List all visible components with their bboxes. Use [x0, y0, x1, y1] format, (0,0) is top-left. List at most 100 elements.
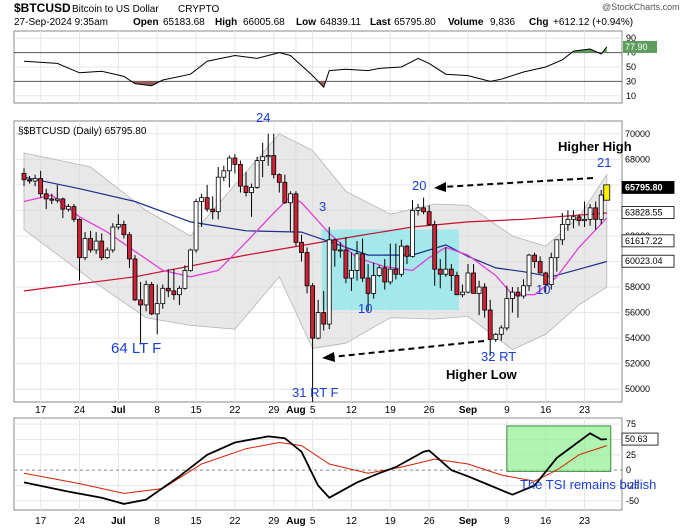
candle-body	[598, 194, 604, 220]
candle-body	[343, 249, 349, 279]
candle-body	[199, 197, 205, 202]
rsi-tick-label: 30	[626, 76, 636, 86]
date-tick-label: Aug	[286, 516, 305, 527]
header-symbol: $BTCUSD	[14, 1, 71, 15]
tsi-tick-label: 75	[626, 419, 636, 429]
price-label-box	[621, 234, 675, 248]
chg-label: Chg	[529, 17, 548, 28]
open-label: Open	[133, 17, 159, 28]
candle-body	[99, 240, 105, 259]
candle-body	[526, 254, 532, 287]
candle-body	[448, 268, 454, 276]
count-3-label: 3	[319, 199, 326, 214]
date-tick-label: 17	[35, 405, 47, 416]
date-tick-label: 29	[268, 405, 280, 416]
price-tick-label: 52000	[625, 359, 650, 369]
candle-body	[121, 224, 127, 236]
candle-body	[193, 201, 199, 251]
candle-body	[243, 185, 249, 193]
candle-body	[426, 211, 432, 225]
candle-body	[249, 187, 254, 193]
main-legend: §$BTCUSD (Daily) 65795.80	[18, 126, 147, 137]
candle-body	[115, 224, 121, 228]
count-20-label: 20	[412, 178, 426, 193]
price-tick-label: 68000	[625, 154, 650, 164]
candle-body	[88, 238, 93, 251]
date-tick-label: 5	[310, 516, 316, 527]
candle-body	[176, 287, 182, 296]
candle-body	[432, 224, 438, 270]
candle-body	[349, 270, 354, 279]
candle-body	[154, 303, 160, 315]
open-value: 65183.68	[163, 17, 205, 28]
candle-body	[493, 333, 499, 340]
chg-value: +612.12 (+0.94%)	[553, 17, 633, 28]
date-tick-label: 16	[540, 405, 552, 416]
candle-body	[532, 254, 537, 262]
date-tick-label: 19	[385, 516, 397, 527]
candle-body	[66, 206, 71, 210]
rsi-indicator	[23, 46, 608, 89]
price-tick-label: 70000	[625, 129, 650, 139]
date-tick-label: 15	[190, 516, 202, 527]
date-tick-label: Sep	[459, 405, 477, 416]
candle-body	[293, 193, 299, 243]
rt-31-label: 31 RT F	[292, 385, 339, 400]
candle-body	[271, 155, 277, 176]
date-tick-label: 15	[190, 405, 202, 416]
candle-body	[138, 299, 143, 306]
candle-body	[382, 267, 388, 283]
candle-body	[215, 176, 221, 213]
last-value: 65795.80	[394, 17, 436, 28]
date-tick-label: 17	[35, 516, 47, 527]
candle-body	[360, 253, 365, 279]
date-tick-label: 26	[424, 405, 436, 416]
rsi-last-label: 77.90	[625, 42, 648, 52]
candle-body	[93, 240, 99, 251]
candle-body	[210, 208, 216, 213]
candle-body	[149, 284, 155, 315]
tsi-tick-label: 25	[626, 450, 636, 460]
candle-body	[559, 224, 565, 241]
candle-body	[565, 218, 571, 225]
candle-body	[287, 193, 293, 204]
price-tick-label: 58000	[625, 282, 650, 292]
date-tick-label: 9	[504, 405, 510, 416]
candle-body	[254, 160, 260, 188]
candle-body	[310, 285, 316, 339]
rsi-last-badge	[623, 40, 657, 53]
candle-body	[498, 327, 504, 335]
date-tick-label: 8	[154, 516, 160, 527]
count-24-label: 24	[256, 110, 270, 125]
candle-body	[132, 258, 138, 301]
higher-low-label: Higher Low	[446, 367, 518, 382]
candle-body	[71, 206, 77, 220]
candle-body	[476, 286, 482, 294]
price-label-box	[621, 254, 675, 268]
candle-body	[38, 178, 44, 195]
candle-body	[410, 210, 415, 257]
candle-body	[437, 268, 443, 275]
candle-body	[238, 164, 243, 187]
date-tick-label: 8	[154, 405, 160, 416]
candle-body	[304, 252, 310, 287]
candle-body	[160, 287, 166, 305]
candle-body	[387, 268, 393, 283]
candle-body	[365, 277, 371, 294]
date-tick-label: 12	[346, 516, 358, 527]
watermark: @StockCharts.com	[602, 2, 680, 12]
candle-body	[127, 234, 132, 260]
candle-body	[27, 179, 32, 182]
date-tick-label: 24	[74, 405, 86, 416]
tsi-tick-label: -25	[626, 480, 639, 490]
candle-body	[509, 291, 515, 299]
count-10-sep-label: 10	[536, 282, 550, 297]
tsi-tick-label: 0	[626, 465, 631, 475]
lt-64-label: 64 LT F	[111, 340, 161, 357]
candle-body	[49, 198, 55, 201]
price-label-text: 63828.55	[625, 208, 663, 218]
date-tick-label: 16	[540, 516, 552, 527]
low-value: 64839.11	[320, 17, 361, 28]
tsi-last-badge	[621, 432, 659, 446]
